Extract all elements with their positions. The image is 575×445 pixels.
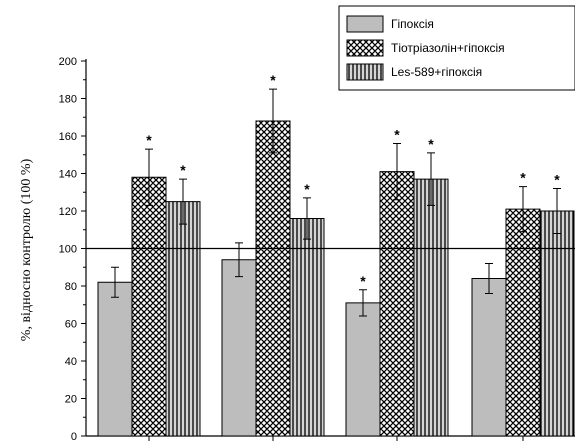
bar: [413, 178, 449, 437]
bar: [345, 302, 381, 437]
significance-marker: *: [180, 162, 186, 178]
y-tick-label: 180: [59, 94, 77, 106]
legend-label: Тіотріазолін+гіпоксія: [391, 41, 505, 55]
bar: [539, 210, 575, 437]
y-tick-label: 100: [59, 244, 77, 256]
significance-marker: *: [394, 127, 400, 143]
legend: Гіпоксія Тіотріазолін+гіпоксія Les-589+гіп…: [338, 5, 575, 91]
significance-marker: *: [270, 72, 276, 88]
significance-marker: *: [554, 172, 560, 188]
plot-area: 0 20 40 60 80 100 120 140 160 180 200 * * * * * * * * *: [59, 56, 575, 443]
significance-marker: *: [520, 170, 526, 186]
legend-swatch: [346, 63, 384, 81]
significance-marker: *: [146, 132, 152, 148]
bar: [221, 259, 257, 437]
y-tick-label: 200: [59, 56, 77, 68]
y-tick-label: 40: [65, 356, 77, 368]
legend-label: Les-589+гіпоксія: [391, 65, 482, 79]
significance-marker: *: [360, 273, 366, 289]
bar: [97, 281, 133, 437]
bar: [165, 201, 201, 437]
bar: [289, 218, 325, 437]
bar: [471, 278, 507, 437]
y-tick-label: 80: [65, 281, 77, 293]
significance-marker: *: [304, 181, 310, 197]
y-axis-label: %, відносно контролю (100 %): [19, 158, 34, 341]
y-tick-label: 20: [65, 394, 77, 406]
y-tick-label: 160: [59, 131, 77, 143]
significance-marker: *: [428, 136, 434, 152]
y-tick-label: 60: [65, 319, 77, 331]
y-tick-label: 140: [59, 169, 77, 181]
bar: [255, 120, 291, 437]
bar: [379, 171, 415, 437]
legend-swatch: [346, 39, 384, 57]
y-tick-label: 120: [59, 206, 77, 218]
y-tick-label: 0: [71, 431, 77, 443]
bar: [505, 208, 541, 437]
legend-swatch: [346, 15, 384, 33]
bar: [131, 176, 167, 437]
legend-label: Гіпоксія: [391, 17, 434, 31]
